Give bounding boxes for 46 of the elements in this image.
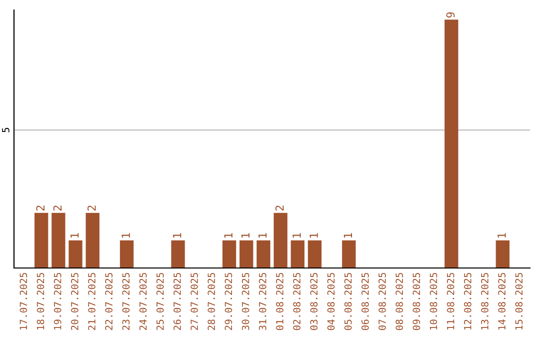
data-label: 1 [241,233,250,238]
x-tick-label: 27.07.2025 [190,272,198,330]
x-tick-label: 21.07.2025 [88,272,96,330]
x-tick-label: 31.07.2025 [258,272,266,330]
x-tick-label: 10.08.2025 [430,272,438,330]
x-tick-label: 23.07.2025 [122,272,130,330]
x-tick-label: 06.08.2025 [361,272,369,330]
x-tick-label: 20.07.2025 [71,272,78,330]
x-tick-label: 15.08.2025 [515,272,523,330]
data-label: 1 [498,233,506,238]
data-label: 1 [292,233,301,238]
x-tick-label: 01.08.2025 [276,272,284,330]
x-tick-label: 09.08.2025 [412,272,420,330]
data-label: 1 [122,233,130,238]
x-tick-label: 12.08.2025 [464,272,472,330]
data-label: 2 [53,206,62,211]
data-label: 2 [36,206,44,211]
x-tick-label: 28.07.2025 [208,272,216,330]
x-tick-label: 05.08.2025 [344,272,352,330]
x-tick-label: 13.08.2025 [481,272,488,330]
data-label: 1 [310,233,318,238]
x-tick-label: 11.08.2025 [446,272,454,330]
data-label: 1 [258,233,267,238]
y-tick-label: 5 [2,128,10,132]
x-tick-label: 14.08.2025 [498,272,506,330]
x-tick-label: 26.07.2025 [174,272,181,330]
data-label: 1 [173,233,182,238]
x-tick-label: 18.07.2025 [36,272,44,330]
data-label: 9 [446,12,455,18]
data-label: 2 [275,206,284,211]
x-tick-label: 24.07.2025 [139,272,147,330]
x-tick-label: 03.08.2025 [310,272,318,330]
data-label: 1 [344,233,352,238]
data-label: 2 [87,206,96,211]
x-tick-label: 08.08.2025 [396,272,403,330]
data-label: 1 [70,233,79,238]
x-tick-label: 25.07.2025 [156,272,164,330]
x-tick-label: 07.08.2025 [378,272,386,330]
x-tick-label: 04.08.2025 [327,272,335,330]
x-tick-label: 30.07.2025 [242,272,250,330]
x-tick-label: 02.08.2025 [293,272,300,330]
x-tick-label: 17.07.2025 [20,272,28,330]
x-tick-label: 22.07.2025 [105,272,113,330]
x-tick-label: 29.07.2025 [224,272,232,330]
data-label: 1 [224,233,232,238]
x-tick-label: 19.07.2025 [54,272,62,330]
